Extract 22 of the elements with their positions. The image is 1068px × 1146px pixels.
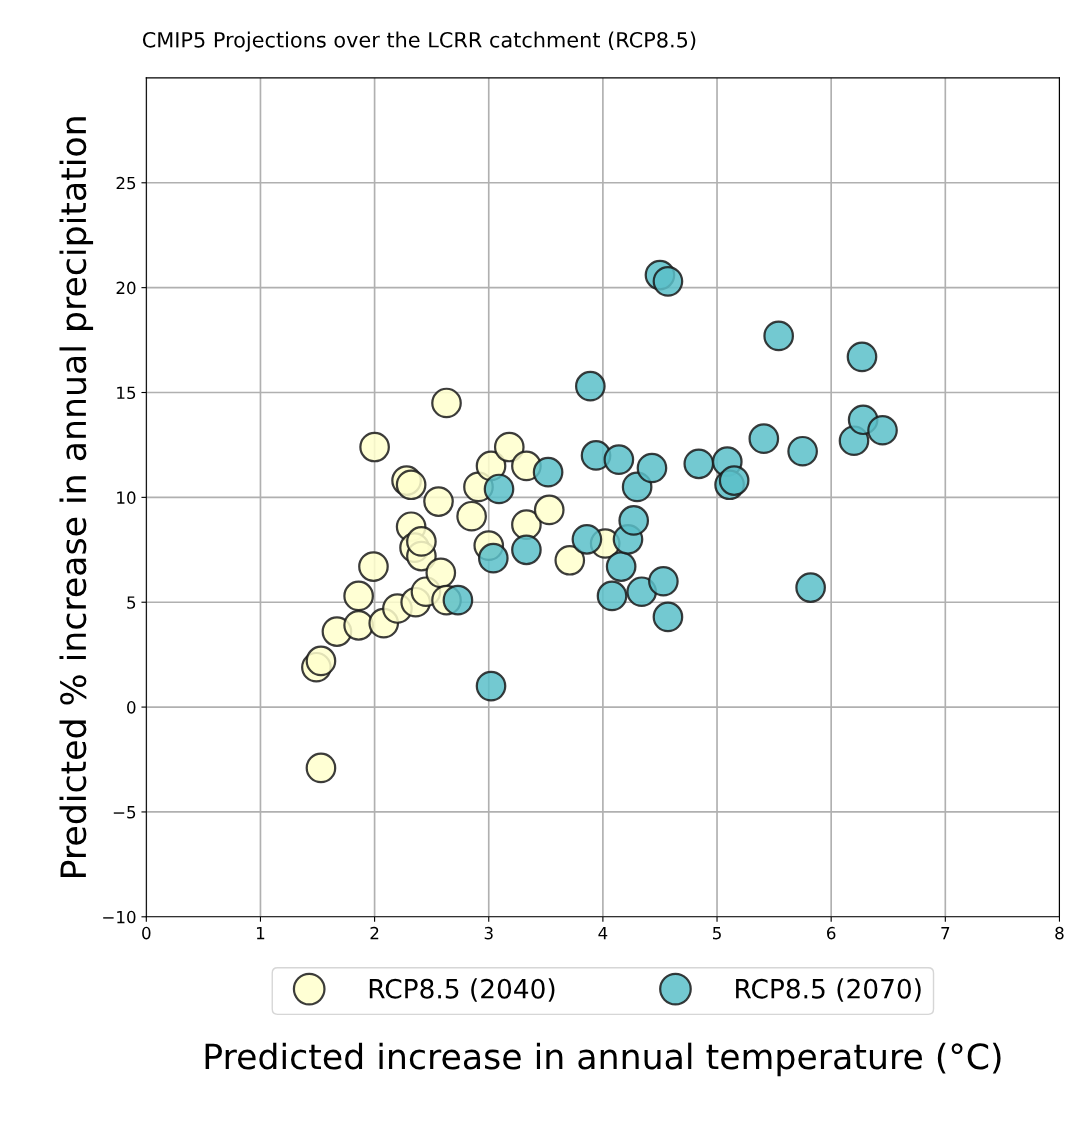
x-tick-label: 4 <box>598 927 608 940</box>
y-tick-label: −5 <box>113 806 136 819</box>
x-tick-label: 6 <box>827 926 836 940</box>
x-tick-label: 7 <box>941 927 950 940</box>
y-tick-label: 20 <box>116 281 136 295</box>
x-tick-label: 1 <box>256 927 265 940</box>
x-tick-label: 2 <box>370 926 379 940</box>
y-tick-label: 25 <box>116 176 136 190</box>
x-tick-label: 0 <box>142 926 151 940</box>
y-tick-label: 0 <box>127 701 136 714</box>
legend-label: RCP8.5 (2070) <box>736 978 921 1002</box>
x-tick-label: 5 <box>713 927 721 940</box>
x-tick-label: 3 <box>484 926 493 940</box>
y-axis-title: Predicted % increase in annual precipitation <box>59 117 94 877</box>
chart-title: CMIP5 Projections over the LCRR catchment (RCP8.5) <box>142 31 696 52</box>
y-tick-label: −10 <box>103 910 136 924</box>
x-tick-label: 8 <box>1055 926 1064 940</box>
x-axis-title: Predicted increase in annual temperature (°C) <box>205 1042 1001 1077</box>
y-tick-label: 5 <box>127 596 136 609</box>
legend-label: RCP8.5 (2040) <box>369 978 555 1002</box>
y-tick-label: 10 <box>117 491 136 504</box>
y-tick-label: 15 <box>117 386 136 400</box>
